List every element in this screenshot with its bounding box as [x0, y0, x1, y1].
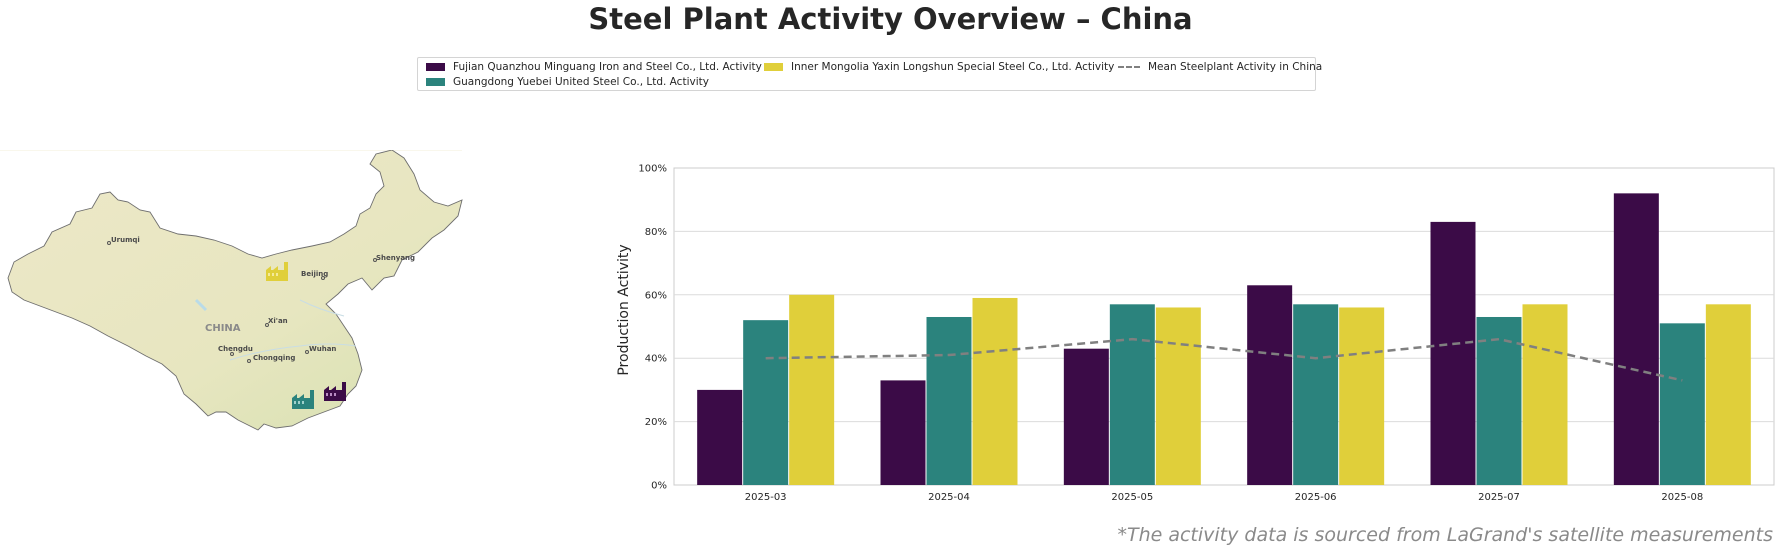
legend-label-guangdong: Guangdong Yuebei United Steel Co., Ltd. …	[453, 76, 709, 88]
bar-2-2025-06	[1339, 307, 1385, 485]
chart-legend: Fujian Quanzhou Minguang Iron and Steel …	[417, 57, 1322, 91]
bar-2-2025-03	[789, 294, 835, 485]
city-chengdu: Chengdu	[218, 345, 253, 353]
bar-2-2025-05	[1155, 307, 1201, 485]
legend-swatch-fujian	[426, 63, 445, 71]
y-tick-label: 80%	[645, 227, 667, 238]
city-dot-chongqing	[247, 359, 251, 363]
axis-layer: 0% 20% 40% 60% 80% 100% 2025-03 2025-04 2025-05 2…	[638, 164, 1703, 504]
x-tick-label: 2025-04	[928, 492, 970, 503]
city-chongqing: Chongqing	[253, 354, 295, 362]
river-line-north	[299, 299, 345, 317]
y-tick-label: 40%	[645, 354, 667, 365]
city-shenyang: Shenyang	[376, 254, 415, 262]
x-tick-label: 2025-05	[1111, 492, 1153, 503]
y-axis-label: Production Activity	[616, 244, 632, 375]
bar-chart-svg: 0% 20% 40% 60% 80% 100% 2025-03 2025-04 2025-05 2…	[616, 164, 1775, 504]
x-tick-label: 2025-07	[1478, 492, 1520, 503]
bar-1-2025-04	[926, 316, 972, 485]
city-wuhan: Wuhan	[309, 345, 336, 353]
city-dot-wuhan	[305, 350, 309, 354]
city-labels: Urumqi Beijing Shenyang Xi'an Chengdu Ch…	[107, 236, 415, 363]
plot-frame	[673, 167, 1775, 486]
grid-layer	[673, 167, 1775, 486]
mean-line-layer	[765, 337, 1683, 382]
city-dot-chengdu	[230, 352, 234, 356]
y-tick-label: 100%	[638, 164, 667, 175]
bar-1-2025-08	[1659, 323, 1705, 485]
y-tick-label: 0%	[651, 481, 667, 492]
legend-label-inner-mongolia: Inner Mongolia Yaxin Longshun Special St…	[791, 61, 1115, 73]
fujian-plant-icon	[324, 382, 346, 401]
bar-1-2025-07	[1476, 316, 1522, 485]
river-line	[229, 343, 357, 361]
x-tick-label: 2025-08	[1661, 492, 1703, 503]
guangdong-plant-icon	[292, 390, 314, 409]
bar-2-2025-08	[1705, 304, 1751, 485]
bar-0-2025-04	[880, 380, 926, 485]
legend-label-fujian: Fujian Quanzhou Minguang Iron and Steel …	[453, 61, 762, 73]
bar-0-2025-06	[1247, 285, 1293, 485]
map-country-label: CHINA	[205, 323, 241, 334]
bar-0-2025-03	[697, 389, 743, 485]
bar-2-2025-07	[1522, 304, 1568, 485]
legend-item-mean: Mean Steelplant Activity in China	[1118, 61, 1322, 73]
bar-0-2025-05	[1063, 348, 1109, 485]
city-dot-beijing	[321, 276, 325, 280]
bar-1-2025-05	[1109, 304, 1155, 485]
china-map: Urumqi Beijing Shenyang Xi'an Chengdu Ch…	[0, 149, 470, 495]
bar-0-2025-07	[1430, 221, 1476, 485]
legend-item-inner-mongolia: Inner Mongolia Yaxin Longshun Special St…	[764, 61, 1114, 73]
legend-item-guangdong: Guangdong Yuebei United Steel Co., Ltd. …	[426, 76, 709, 88]
city-beijing: Beijing	[301, 270, 328, 278]
x-tick-label: 2025-06	[1295, 492, 1337, 503]
legend-label-mean: Mean Steelplant Activity in China	[1148, 61, 1323, 73]
legend-swatch-inner-mongolia	[764, 63, 783, 71]
china-outline	[7, 149, 463, 431]
china-map-svg: Urumqi Beijing Shenyang Xi'an Chengdu Ch…	[0, 149, 463, 431]
city-dot-urumqi	[107, 241, 111, 245]
legend-swatch-guangdong	[426, 78, 445, 86]
x-tick-label: 2025-03	[745, 492, 787, 503]
city-xian: Xi'an	[268, 317, 288, 325]
page-title: Steel Plant Activity Overview – China	[588, 2, 1193, 36]
bar-0-2025-08	[1613, 193, 1659, 486]
bar-1-2025-06	[1293, 304, 1339, 485]
legend-dash-mean	[1118, 66, 1140, 68]
city-dot-shenyang	[373, 258, 377, 262]
y-tick-label: 20%	[645, 417, 667, 428]
bar-2-2025-04	[972, 297, 1018, 485]
legend-item-fujian: Fujian Quanzhou Minguang Iron and Steel …	[426, 61, 762, 73]
footnote: *The activity data is sourced from LaGra…	[1117, 524, 1773, 546]
mean-activity-line	[765, 337, 1683, 382]
bar-chart: 0% 20% 40% 60% 80% 100% 2025-03 2025-04 2025-05 2…	[610, 150, 1781, 510]
bar-1-2025-03	[743, 320, 789, 485]
lake-shape	[194, 298, 208, 312]
city-urumqi: Urumqi	[111, 236, 140, 244]
inner-mongolia-plant-icon	[266, 262, 288, 281]
bars-layer	[697, 193, 1751, 486]
city-dot-xian	[265, 323, 269, 327]
y-tick-label: 60%	[645, 290, 667, 301]
